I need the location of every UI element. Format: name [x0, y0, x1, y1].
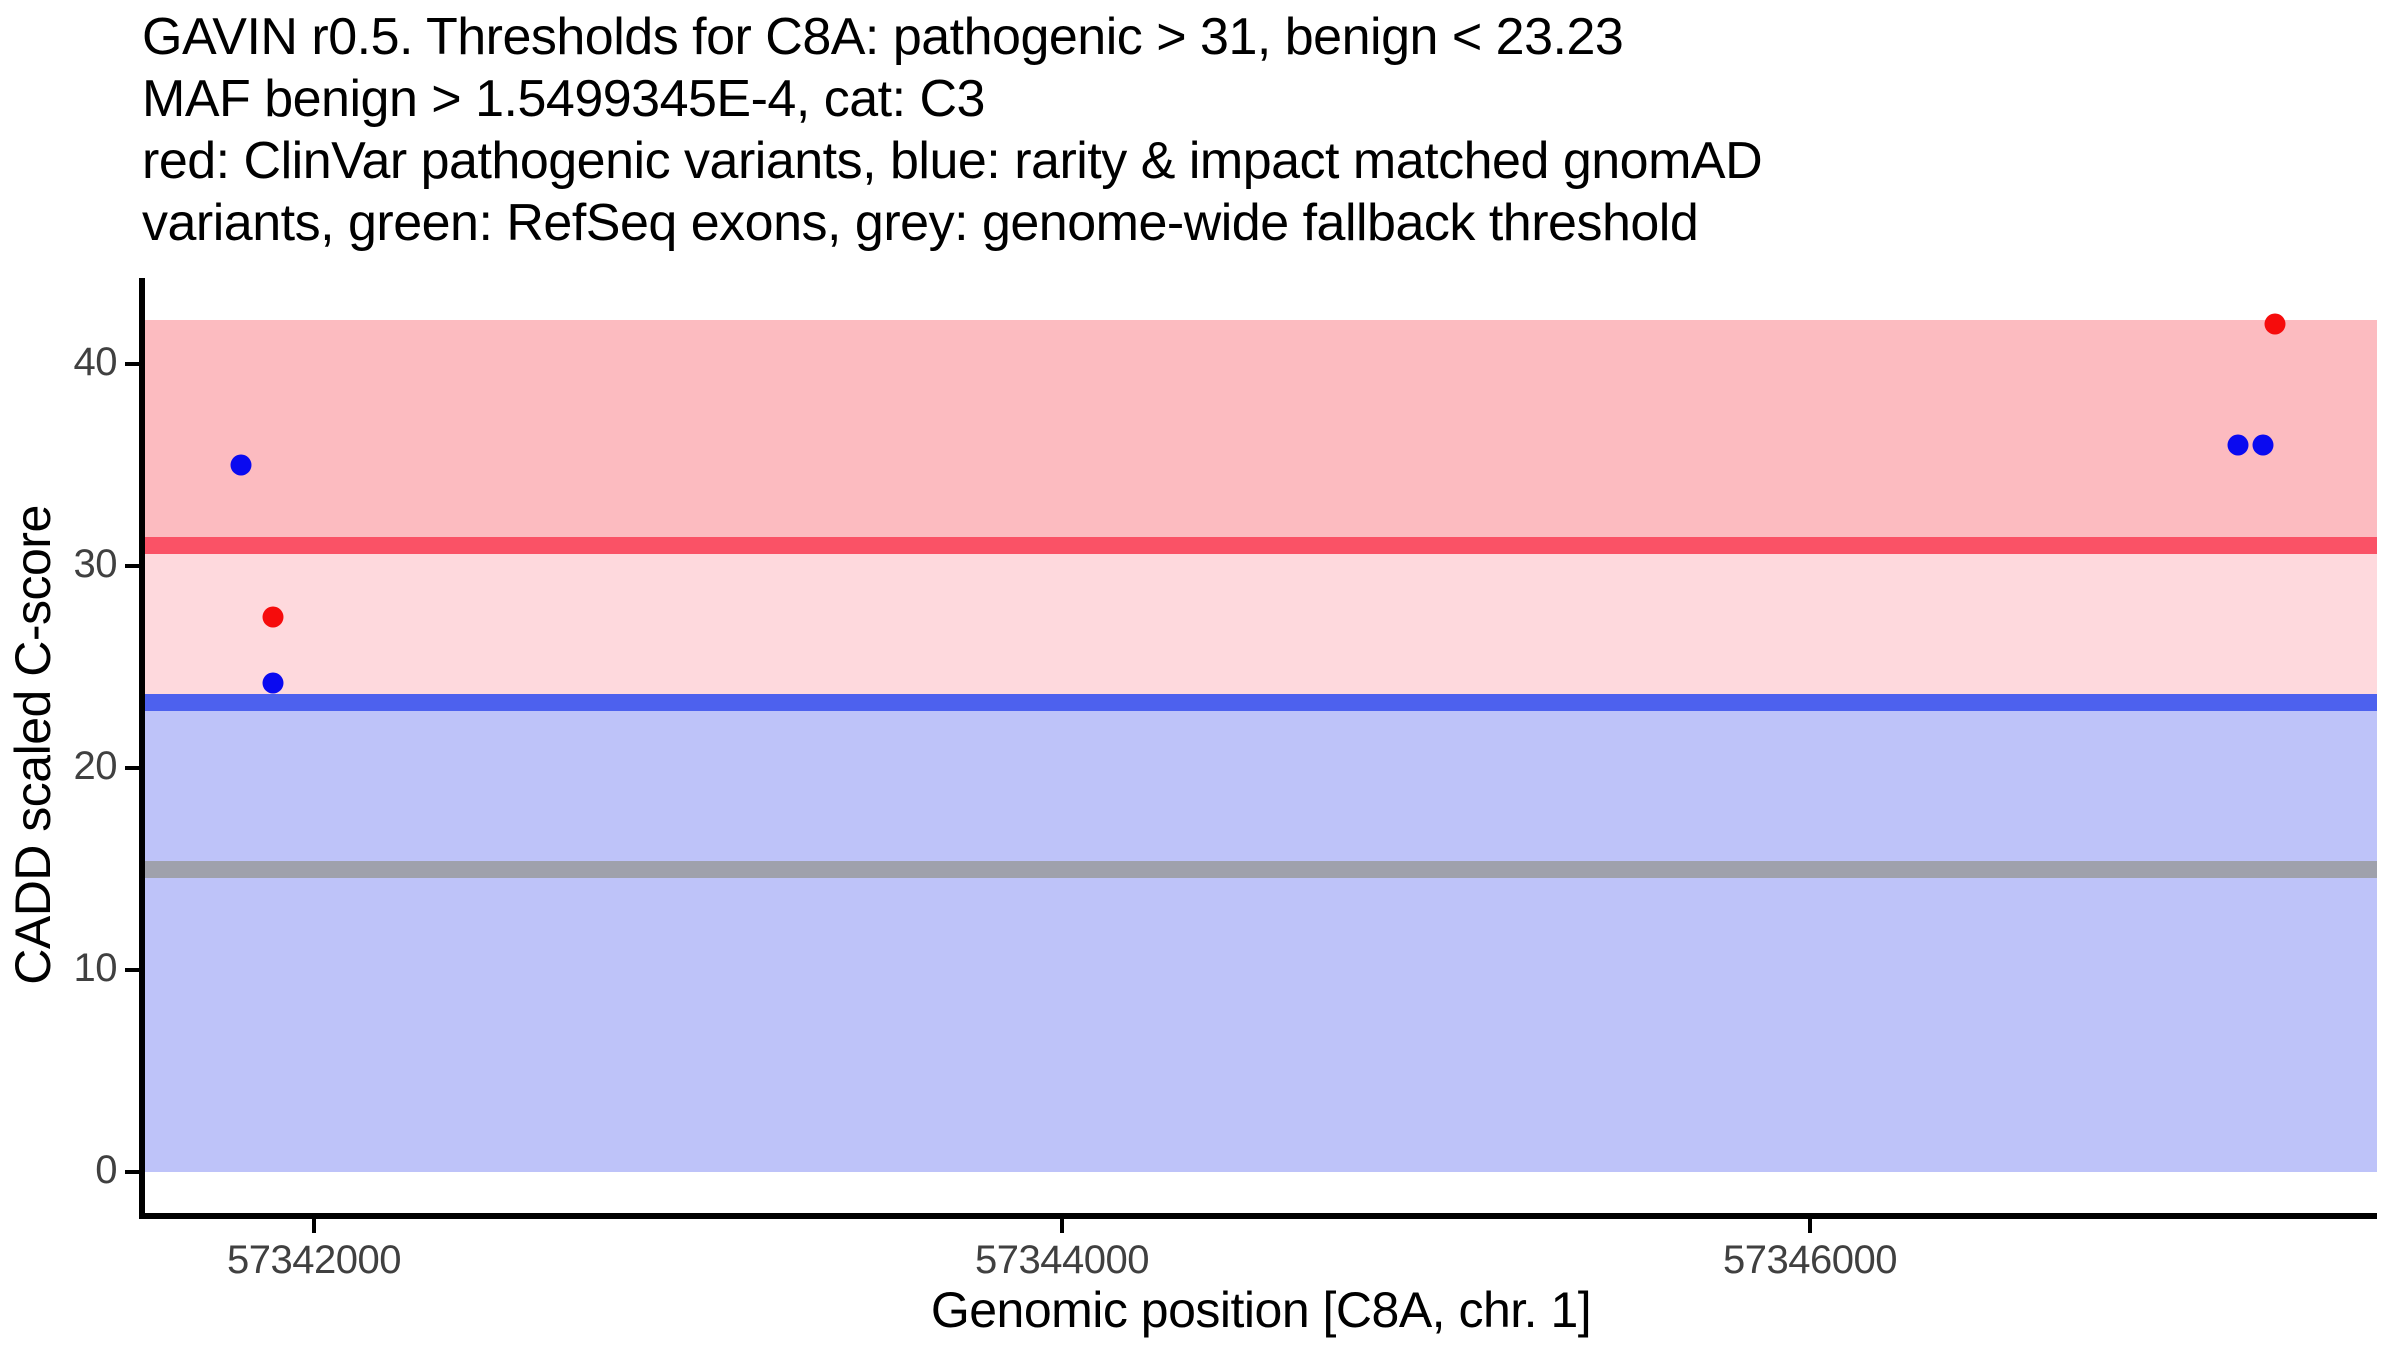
y-tick-label: 0	[95, 1147, 117, 1192]
y-axis-line	[139, 278, 145, 1219]
x-tick-label: 57346000	[1723, 1238, 1897, 1282]
clinvar-variant-point	[262, 606, 284, 628]
gnomad-variant-point	[2252, 434, 2274, 456]
plot-title-line-3: red: ClinVar pathogenic variants, blue: …	[142, 132, 1763, 190]
benign-threshold-line	[145, 694, 2377, 712]
x-tick-mark	[1808, 1219, 1813, 1233]
x-axis-title: Genomic position [C8A, chr. 1]	[930, 1282, 1592, 1338]
intermediate-zone-band	[145, 545, 2377, 703]
x-axis-line	[139, 1213, 2377, 1219]
pathogenic-threshold-line	[145, 537, 2377, 555]
pathogenic-zone-band	[145, 320, 2377, 546]
y-axis-title: CADD scaled C-score	[5, 505, 61, 985]
clinvar-variant-point	[2264, 313, 2286, 335]
x-tick-mark	[312, 1219, 317, 1233]
y-tick-mark	[125, 766, 139, 771]
plot-title-line-4: variants, green: RefSeq exons, grey: gen…	[142, 194, 1699, 252]
y-tick-label: 20	[73, 744, 118, 789]
y-tick-label: 10	[73, 946, 118, 990]
y-tick-mark	[125, 362, 139, 367]
y-tick-mark	[125, 968, 139, 972]
y-tick-mark	[125, 1169, 139, 1174]
x-tick-mark	[1060, 1219, 1065, 1233]
y-tick-mark	[125, 564, 139, 569]
fallback-threshold-line	[145, 860, 2377, 878]
gnomad-variant-point	[2227, 434, 2249, 456]
gnomad-variant-point	[262, 672, 284, 694]
gnomad-variant-point	[230, 454, 252, 476]
plot-title-line-1: GAVIN r0.5. Thresholds for C8A: pathogen…	[142, 8, 1624, 66]
y-tick-label: 40	[73, 340, 118, 385]
benign-zone-band	[145, 702, 2377, 1172]
plot-title: GAVIN r0.5. Thresholds for C8A: pathogen…	[142, 6, 2242, 254]
y-tick-label: 30	[73, 542, 118, 587]
x-tick-label: 57344000	[975, 1238, 1150, 1282]
plot-title-line-2: MAF benign > 1.5499345E-4, cat: C3	[142, 70, 985, 128]
x-tick-label: 57342000	[227, 1238, 402, 1282]
